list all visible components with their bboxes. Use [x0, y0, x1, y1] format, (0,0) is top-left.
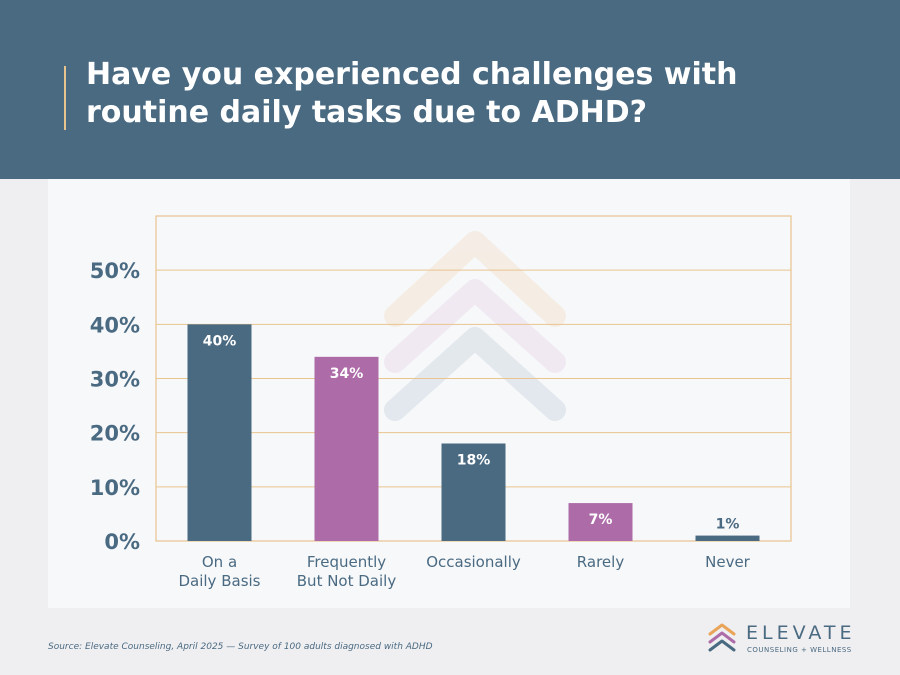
x-tick-label: Never [705, 553, 751, 571]
logo-brand: ELEVATE [746, 622, 856, 644]
data-label: 7% [589, 512, 613, 528]
data-label: 18% [457, 453, 491, 469]
watermark-chevrons-icon [384, 231, 566, 421]
x-tick-label: On a [202, 553, 237, 571]
y-tick-label: 40% [90, 313, 140, 337]
y-tick-label: 10% [90, 476, 140, 500]
bar [568, 503, 633, 541]
page-title: Have you experienced challenges with rou… [86, 57, 738, 130]
title-accent-line [64, 66, 66, 130]
bar [441, 443, 506, 541]
y-tick-label: 20% [90, 422, 140, 446]
data-label: 1% [716, 517, 740, 533]
data-label: 34% [330, 366, 364, 382]
bar [314, 356, 379, 541]
elevate-logo: ELEVATE COUNSELING + WELLNESS [706, 622, 856, 656]
x-tick-label: Daily Basis [178, 572, 260, 590]
data-label: 40% [203, 333, 237, 349]
y-tick-label: 50% [90, 259, 140, 283]
bar [695, 535, 760, 541]
x-tick-label: Occasionally [426, 553, 521, 571]
y-tick-label: 30% [90, 368, 140, 392]
logo-tagline: COUNSELING + WELLNESS [747, 646, 852, 654]
bar [187, 324, 252, 541]
logo-chevrons-icon [708, 623, 736, 652]
source-note: Source: Elevate Counseling, April 2025 —… [48, 642, 433, 652]
x-tick-label: But Not Daily [297, 572, 397, 590]
y-tick-label: 0% [104, 530, 140, 554]
x-tick-label: Frequently [307, 553, 386, 571]
header-banner: Have you experienced challenges with rou… [0, 0, 900, 179]
x-tick-label: Rarely [577, 553, 625, 571]
